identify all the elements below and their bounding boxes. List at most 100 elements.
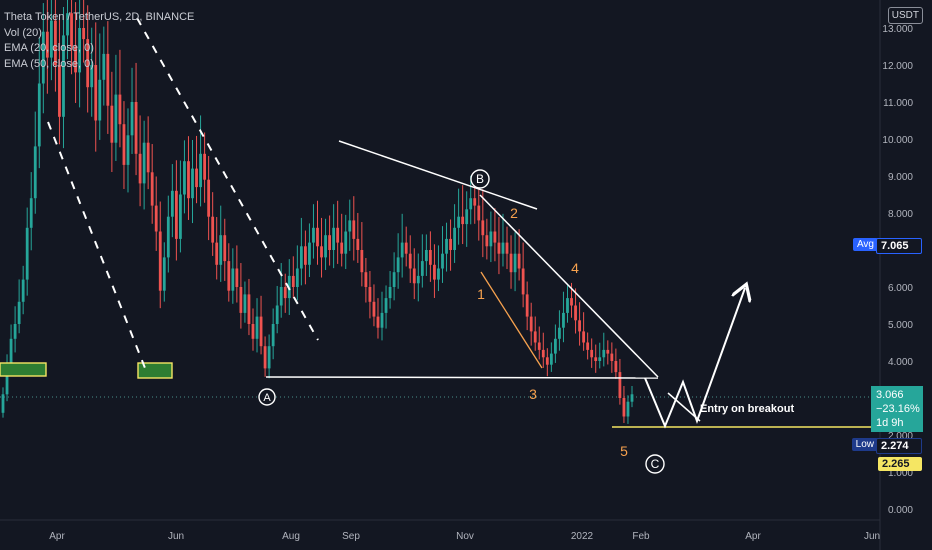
candle-100 [404, 226, 408, 267]
candle-150 [606, 340, 610, 365]
candle-96 [388, 271, 392, 309]
candle-83 [336, 200, 340, 264]
candle-122 [493, 208, 497, 262]
candle-75 [304, 230, 307, 285]
candle-144 [582, 312, 586, 351]
wave-4-label: 4 [571, 260, 579, 276]
candle-0 [1, 387, 5, 418]
y-tick-2: 2.000 [888, 431, 913, 442]
candle-99 [400, 213, 404, 278]
candle-10 [41, 3, 45, 114]
candle-68 [275, 285, 279, 334]
candle-132 [533, 316, 537, 351]
candle-29 [118, 49, 122, 148]
candle-9 [37, 37, 41, 169]
x-tick-1: Jun [168, 531, 184, 542]
candles [1, 0, 634, 424]
candle-33 [134, 62, 138, 176]
candle-92 [372, 284, 376, 327]
candle-103 [416, 253, 420, 302]
candle-39 [158, 201, 162, 309]
legend-ema20[interactable]: EMA (20, close, 0) [4, 42, 94, 54]
y-tick-5: 5.000 [888, 320, 913, 331]
candle-137 [553, 324, 557, 363]
candle-108 [437, 245, 440, 292]
legend-volume[interactable]: Vol (20) [4, 26, 42, 39]
chart-legend: Theta Token / TetherUS, 2D, BINANCE Vol … [4, 10, 194, 72]
legend-title[interactable]: Theta Token / TetherUS, 2D, BINANCE [4, 11, 195, 23]
candle-25 [102, 26, 106, 106]
wave-c-circle [645, 454, 665, 474]
y-tick-6: 6.000 [888, 283, 913, 294]
candle-49 [199, 115, 202, 207]
candle-65 [263, 336, 267, 377]
candle-136 [549, 342, 553, 372]
candle-36 [146, 116, 150, 190]
candle-45 [183, 140, 186, 214]
low-value: 2.274 [876, 438, 922, 454]
candle-79 [320, 217, 323, 278]
candle-40 [162, 242, 166, 302]
wave-a-circle [258, 388, 276, 406]
candle-13 [54, 0, 57, 92]
candle-151 [610, 342, 614, 373]
candle-6 [25, 207, 29, 296]
x-tick-0: Apr [49, 531, 65, 542]
low-tag: Low [851, 438, 878, 451]
candle-37 [150, 144, 154, 224]
candle-50 [203, 132, 207, 203]
candle-19 [78, 0, 82, 108]
candle-149 [602, 332, 606, 367]
candle-63 [255, 298, 259, 353]
candle-147 [594, 344, 598, 373]
candle-107 [433, 244, 436, 298]
y-tick-1: 1.000 [888, 468, 913, 479]
candle-77 [312, 204, 315, 259]
candle-84 [340, 213, 344, 267]
candle-153 [618, 358, 622, 405]
candle-123 [497, 217, 501, 275]
candle-131 [529, 302, 533, 346]
candle-91 [368, 271, 372, 319]
candle-125 [505, 226, 509, 270]
candle-155 [626, 395, 630, 424]
support-line [265, 376, 659, 379]
wave-1-3-line [480, 271, 543, 369]
candle-54 [219, 205, 223, 282]
candle-58 [235, 245, 239, 303]
currency-unit-button[interactable]: USDT [887, 7, 923, 24]
candle-133 [537, 326, 541, 360]
y-tick-8: 8.000 [888, 209, 913, 220]
candle-156 [630, 386, 634, 408]
candle-95 [384, 285, 388, 329]
candle-85 [344, 214, 348, 270]
candle-129 [521, 242, 525, 308]
current-price: 3.066 [876, 389, 904, 401]
candle-148 [598, 342, 602, 369]
x-tick-3: Sep [342, 531, 360, 542]
candle-22 [90, 27, 94, 117]
wave-3-label: 3 [529, 386, 537, 402]
current-price-box: 3.066 −23.16% 1d 9h [871, 386, 923, 432]
candle-3 [13, 306, 17, 353]
candle-143 [578, 302, 581, 346]
candle-73 [295, 245, 299, 301]
candle-64 [259, 295, 263, 355]
legend-ema50[interactable]: EMA (50, close, 0) [4, 57, 94, 70]
candle-138 [558, 310, 561, 351]
candle-113 [457, 188, 461, 245]
wave-b-circle [470, 169, 490, 189]
candle-126 [509, 235, 513, 289]
candle-31 [126, 108, 130, 193]
candle-17 [70, 0, 73, 75]
candle-124 [501, 213, 505, 267]
candle-93 [376, 298, 380, 339]
wave-c-label: C [651, 457, 660, 471]
candle-105 [424, 234, 428, 276]
wave-2-label: 2 [510, 205, 518, 221]
descending-line [479, 194, 659, 378]
candle-24 [98, 33, 102, 140]
candle-62 [251, 308, 255, 351]
candle-43 [174, 160, 178, 261]
